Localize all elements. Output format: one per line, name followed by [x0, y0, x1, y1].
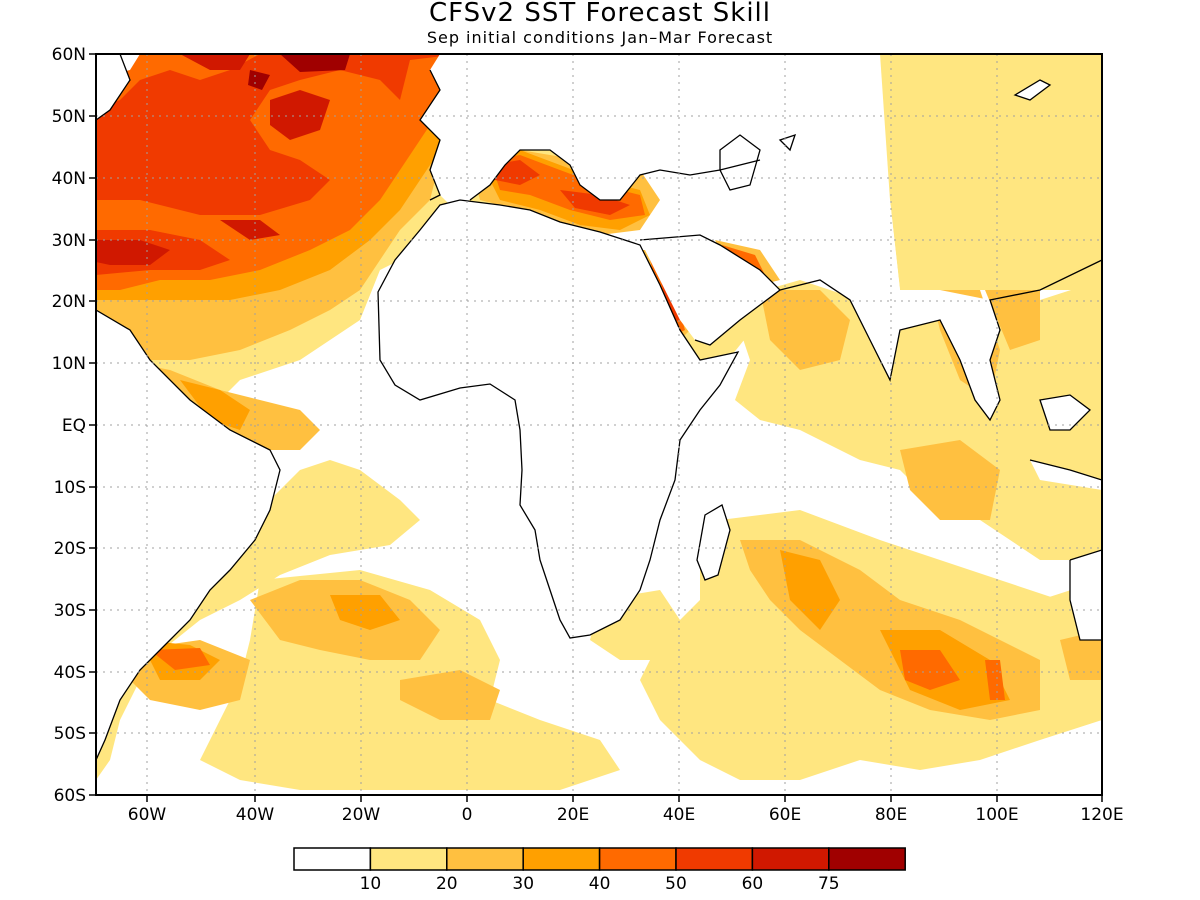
skill-shading	[96, 54, 1102, 795]
chart-title: CFSv2 SST Forecast Skill	[428, 0, 772, 28]
lon-label: 60E	[769, 805, 801, 825]
lon-label: 20W	[342, 805, 381, 825]
coastlines	[96, 54, 1102, 761]
colorbar-swatch	[293, 847, 372, 871]
lat-label: 60N	[52, 45, 86, 65]
lat-label: 10S	[54, 478, 86, 498]
chart-subtitle: Sep initial conditions Jan–Mar Forecast	[426, 28, 774, 47]
colorbar-swatch	[675, 847, 754, 871]
colorbar-label: 75	[818, 874, 840, 894]
lon-label: 60W	[128, 805, 167, 825]
graticule	[96, 54, 1102, 795]
lon-label: 40W	[236, 805, 275, 825]
colorbar-swatch	[828, 847, 906, 871]
colorbar: 10 20 30 40 50 60 75	[293, 847, 906, 894]
lat-label: 20S	[54, 539, 86, 559]
colorbar-swatch	[522, 847, 601, 871]
axis-ticks	[89, 53, 1103, 802]
colorbar-label: 10	[360, 874, 382, 894]
lat-label: 50S	[54, 724, 86, 744]
colorbar-label: 50	[665, 874, 687, 894]
lon-label: 120E	[1080, 805, 1123, 825]
colorbar-swatch	[446, 847, 524, 871]
colorbar-swatch	[751, 847, 830, 871]
lat-label: 30S	[54, 601, 86, 621]
lat-label: 40N	[52, 169, 86, 189]
lat-label: 20N	[52, 292, 86, 312]
lat-label: 30N	[52, 231, 86, 251]
lat-label: 40S	[54, 663, 86, 683]
colorbar-label: 30	[512, 874, 534, 894]
land-mask	[96, 54, 1102, 760]
skill-level-75	[248, 54, 350, 90]
lat-label: 50N	[52, 107, 86, 127]
lon-label: 100E	[975, 805, 1018, 825]
lon-labels: 60W 40W 20W 0 20E 40E 60E 80E 100E 120E	[128, 805, 1124, 825]
colorbar-label: 20	[436, 874, 458, 894]
skill-level-60	[96, 54, 330, 265]
lon-label: 40E	[663, 805, 695, 825]
lat-label: 10N	[52, 354, 86, 374]
lat-label: EQ	[62, 416, 86, 436]
colorbar-swatch	[598, 847, 677, 871]
colorbar-label: 60	[742, 874, 764, 894]
lon-label: 0	[462, 805, 473, 825]
lon-label: 80E	[875, 805, 907, 825]
lat-labels: 60N 50N 40N 30N 20N 10N EQ 10S 20S 30S 4…	[52, 45, 86, 806]
lon-label: 20E	[557, 805, 589, 825]
lat-label: 60S	[54, 786, 86, 806]
colorbar-label: 40	[589, 874, 611, 894]
colorbar-swatch	[369, 847, 448, 871]
